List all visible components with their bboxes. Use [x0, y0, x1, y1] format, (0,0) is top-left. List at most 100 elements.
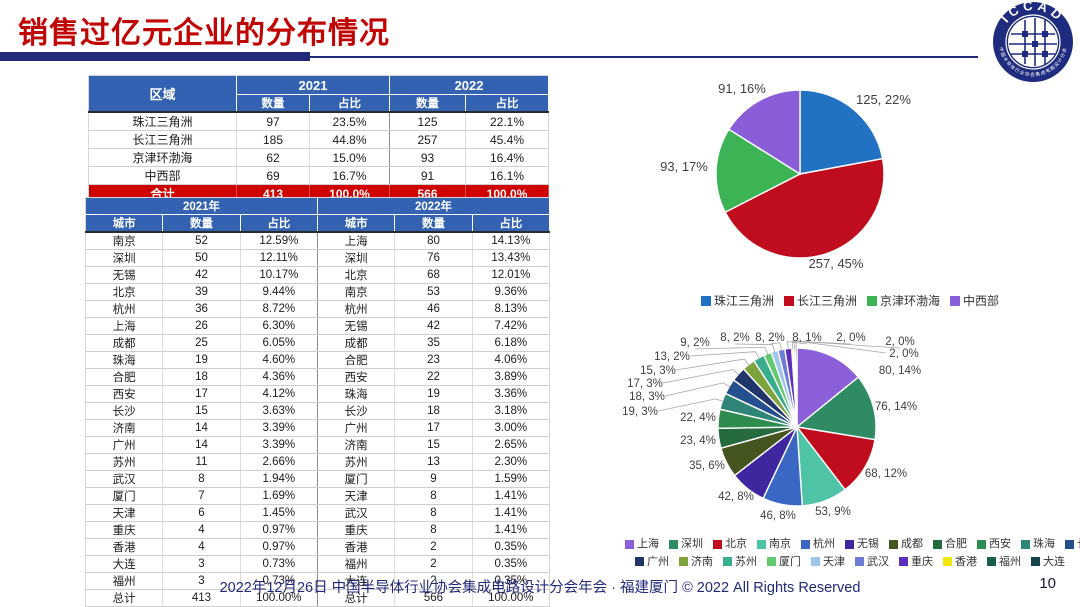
table-cell: 18	[162, 368, 241, 386]
legend-label: 苏州	[735, 555, 757, 568]
table-cell: 0.35%	[472, 538, 550, 556]
table-cell: 2.65%	[472, 436, 550, 454]
pie-label-杭州: 46, 8%	[760, 510, 796, 522]
table-cell: 长江三角洲	[88, 130, 237, 149]
table-cell: 10.17%	[240, 266, 318, 284]
legend-label: 厦门	[779, 555, 801, 568]
table-cell: 91	[389, 166, 467, 185]
legend-label: 无锡	[857, 538, 879, 550]
legend-label: 长沙	[1077, 536, 1080, 552]
pie-label-长沙: 18, 3%	[629, 391, 665, 403]
legend-row: 上海 深圳 北京 南京 杭州 无锡 成都 合肥 西安 珠海 长沙	[620, 536, 1080, 554]
header-cell-sub: 占比	[309, 94, 391, 113]
table-cell: 2.66%	[240, 453, 318, 471]
table-cell: 大连	[85, 555, 164, 573]
table-cell: 0.35%	[472, 572, 550, 590]
table-cell: 中西部	[88, 166, 237, 185]
table-cell: 4.36%	[240, 368, 318, 386]
city-pie: 80, 14% 76, 14% 68, 12% 53, 9% 46, 8% 42, 8% 3…	[620, 330, 1080, 531]
table-cell: 22	[394, 368, 473, 386]
legend-item-深圳: 深圳	[669, 536, 703, 552]
table-cell: 46	[394, 300, 473, 318]
table-cell: 42	[394, 317, 473, 335]
legend-swatch	[933, 539, 942, 549]
table-cell: 16.4%	[465, 148, 549, 167]
legend-swatch	[867, 296, 877, 306]
legend-label: 西安	[989, 538, 1011, 550]
table-cell: 3.36%	[472, 385, 550, 403]
legend-item-香港: 香港	[943, 554, 977, 570]
table-row: 成都 25 6.05% 成都 35 6.18%	[85, 334, 550, 352]
header-cell-year: 2022	[389, 75, 550, 95]
table-cell: 长沙	[85, 402, 164, 420]
table-cell: 3.00%	[472, 419, 550, 437]
legend-row: 广州 济南 苏州 厦门 天津 武汉 重庆 香港 福州 大连	[620, 554, 1080, 572]
header-cell-sub: 数量	[394, 214, 473, 233]
table-cell: 上海	[317, 231, 396, 250]
table-cell: 武汉	[85, 470, 164, 488]
legend-swatch	[783, 296, 794, 306]
legend-row: 珠江三角洲 长江三角洲 京津环渤海 中西部	[620, 293, 1080, 310]
legend-item-杭州: 杭州	[801, 536, 835, 552]
header-cell-sub: 城市	[317, 214, 396, 233]
pie-label-中西部: 91, 16%	[718, 81, 766, 96]
table-cell: 15	[162, 402, 241, 420]
region-pie-legend: 珠江三角洲 长江三角洲 京津环渤海 中西部	[620, 293, 1080, 310]
pie-label-深圳: 76, 14%	[875, 401, 917, 413]
legend-swatch	[977, 539, 986, 549]
legend-item-北京: 北京	[713, 536, 747, 552]
table-cell: 1.45%	[240, 504, 318, 522]
pie-label-济南: 15, 3%	[640, 365, 676, 377]
region-summary-table: 区域 2021 2022 数量 占比 数量 占比 珠江三角洲 97 23.5% 125 22.1% 长…	[88, 75, 550, 203]
table-cell: 杭州	[317, 300, 396, 318]
label-leader-line	[793, 340, 901, 350]
legend-swatch	[899, 557, 908, 566]
table-cell: 济南	[85, 419, 164, 437]
table-cell: 4	[162, 538, 241, 556]
table-row: 大连 3 0.73% 福州 2 0.35%	[85, 555, 550, 573]
table-cell: 9.44%	[240, 283, 318, 301]
legend-swatch	[757, 539, 766, 549]
table-cell: 23	[394, 351, 473, 369]
legend-item-珠江三角洲: 珠江三角洲	[700, 293, 774, 309]
table-row: 总计 413 100.00% 总计 566 100.00%	[85, 589, 550, 607]
table-cell: 苏州	[85, 453, 164, 471]
table-cell: 大连	[317, 572, 396, 590]
city-pie-legend: 上海 深圳 北京 南京 杭州 无锡 成都 合肥 西安 珠海 长沙广州 济南 苏州 厦门 天津 武汉 重庆 香港 福州…	[620, 536, 1080, 571]
table-cell: 13	[394, 453, 473, 471]
table-cell: 80	[394, 231, 473, 250]
pie-label-合肥: 23, 4%	[680, 435, 716, 447]
table-cell: 无锡	[85, 266, 164, 284]
table-cell: 0.97%	[240, 538, 318, 556]
pie-label-广州: 17, 3%	[627, 378, 663, 390]
logo-grid-dots	[1022, 31, 1048, 57]
table-cell: 14.13%	[472, 231, 550, 250]
table-row: 广州 14 3.39% 济南 15 2.65%	[85, 436, 550, 454]
header-cell-year: 2021	[236, 75, 391, 95]
header-cell-sub: 占比	[465, 94, 550, 113]
table-cell: 重庆	[317, 521, 396, 539]
table-cell: 0.35%	[472, 555, 550, 573]
table-row: 香港 4 0.97% 香港 2 0.35%	[85, 538, 550, 556]
table-cell: 19	[162, 351, 241, 369]
table-cell: 重庆	[85, 521, 164, 539]
legend-item-长沙: 长沙	[1065, 536, 1080, 552]
table-cell: 3	[162, 572, 241, 590]
city-table: 2021年 2022年 城市 数量 占比 城市 数量 占比 南京 52 12.59% 上海 80 14.…	[85, 197, 551, 607]
table-cell: 杭州	[85, 300, 164, 318]
legend-swatch	[1065, 539, 1074, 549]
legend-item-京津环渤海: 京津环渤海	[867, 293, 940, 309]
legend-label: 天津	[823, 555, 845, 568]
table-cell: 长沙	[317, 402, 396, 420]
label-leader-line	[769, 342, 782, 351]
table-cell: 成都	[85, 334, 164, 352]
table-cell: 16.7%	[309, 166, 391, 185]
city-pie-chart: 80, 14% 76, 14% 68, 12% 53, 9% 46, 8% 42, 8% 3…	[620, 330, 1080, 571]
table-cell: 香港	[85, 538, 164, 556]
title-underline-thick	[0, 52, 310, 61]
pie-label-无锡: 42, 8%	[718, 491, 754, 503]
region-table-body: 珠江三角洲 97 23.5% 125 22.1% 长江三角洲 185 44.8% 257 45.4…	[88, 111, 550, 203]
label-leader-line	[787, 341, 808, 350]
table-cell: 福州	[85, 572, 164, 590]
